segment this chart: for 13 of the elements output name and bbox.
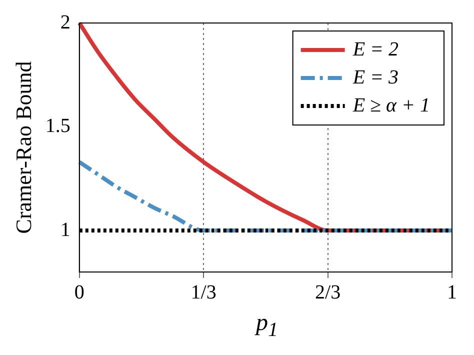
x-tick-label: 0 xyxy=(74,281,84,304)
y-axis-title: Cramer-Rao Bound xyxy=(10,61,36,234)
legend-label: E ≥ α + 1 xyxy=(352,94,430,116)
y-tick-label: 2 xyxy=(60,11,70,34)
x-axis-title: p$_{1}$ xyxy=(254,309,279,343)
x-tick-label: 2/3 xyxy=(315,281,341,304)
y-tick-label: 1.5 xyxy=(45,115,70,137)
x-tick-label: 1/3 xyxy=(190,281,216,304)
legend-label: E = 3 xyxy=(352,66,399,88)
x-tick-label: 1 xyxy=(447,281,457,304)
line-series xyxy=(77,160,454,232)
legend-label: E = 2 xyxy=(352,38,399,60)
y-tick-label: 1 xyxy=(60,218,70,241)
